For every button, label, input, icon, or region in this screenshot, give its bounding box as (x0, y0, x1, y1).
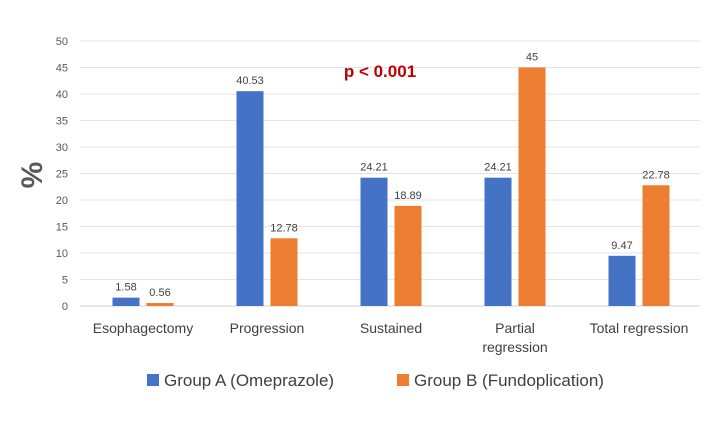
category-label: Partial (495, 320, 535, 336)
bar (608, 255, 636, 306)
category-label: Sustained (360, 320, 422, 336)
data-label: 45 (526, 52, 538, 64)
category-label: Total regression (590, 320, 689, 336)
legend-label: Group B (Fundoplication) (414, 371, 604, 390)
data-label: 22.78 (642, 169, 670, 181)
data-label: 18.89 (394, 190, 422, 202)
data-label: 1.58 (115, 282, 136, 294)
bar (518, 67, 546, 306)
data-label: 12.78 (270, 222, 298, 234)
category-label: Esophagectomy (93, 320, 193, 336)
legend-label: Group A (Omeprazole) (164, 371, 334, 390)
bar (394, 205, 422, 306)
y-tick-label: 50 (56, 36, 68, 48)
y-tick-label: 40 (56, 89, 68, 101)
data-label: 0.56 (149, 287, 170, 299)
y-tick-label: 30 (56, 142, 68, 154)
y-tick-label: 5 (62, 275, 68, 287)
bar (360, 177, 388, 306)
data-label: 9.47 (611, 240, 632, 252)
legend-swatch (147, 374, 159, 386)
bar (484, 177, 512, 306)
y-tick-label: 0 (62, 301, 68, 313)
y-tick-label: 15 (56, 222, 68, 234)
bar (642, 185, 670, 306)
y-axis-label: % (16, 162, 49, 189)
y-tick-label: 20 (56, 195, 68, 207)
p-value-annotation: p < 0.001 (344, 62, 416, 81)
y-tick-label: 10 (56, 248, 68, 260)
bar (146, 303, 174, 306)
y-tick-label: 45 (56, 63, 68, 75)
bar (236, 91, 264, 306)
y-tick-label: 35 (56, 116, 68, 128)
bar (112, 297, 140, 306)
bar (270, 238, 298, 306)
y-tick-label: 25 (56, 169, 68, 181)
data-label: 40.53 (236, 75, 264, 87)
category-label: Progression (230, 320, 305, 336)
data-label: 24.21 (484, 162, 512, 174)
data-label: 24.21 (360, 162, 388, 174)
legend-swatch (397, 374, 409, 386)
category-label: regression (482, 339, 547, 355)
